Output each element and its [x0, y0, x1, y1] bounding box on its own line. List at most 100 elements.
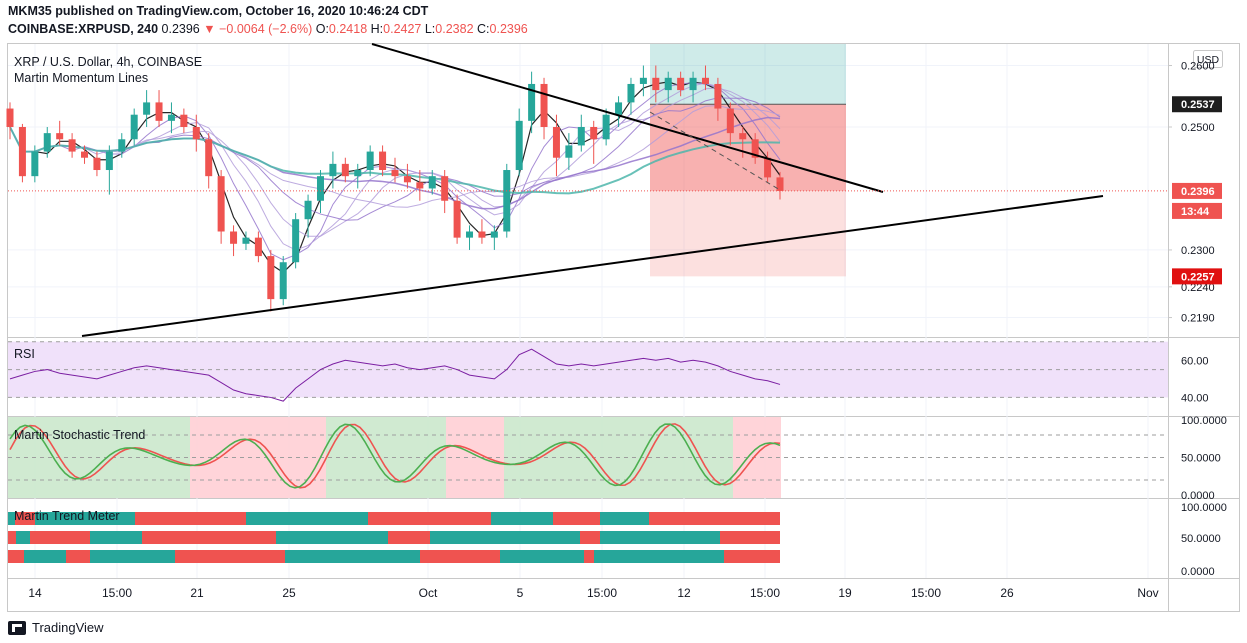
- stop-loss-zone[interactable]: [650, 104, 846, 191]
- price-label-badge: [1172, 96, 1222, 113]
- candle-body: [776, 177, 784, 191]
- candle-body: [292, 219, 300, 263]
- candle-body: [217, 176, 225, 232]
- trend-meter-segment: [266, 512, 368, 525]
- candle-body: [552, 126, 560, 158]
- trend-meter-segment: [246, 512, 266, 525]
- trend-meter-segment: [368, 512, 491, 525]
- price-label-badge: [1172, 182, 1222, 199]
- trend-meter-segment: [66, 550, 90, 563]
- candle-body: [478, 231, 486, 238]
- trend-meter-segment: [580, 531, 600, 544]
- stoch-tick-label: 50.0000: [1181, 453, 1221, 465]
- trend-meter-segment: [430, 531, 499, 544]
- rsi-axis: 60.00 40.00: [1181, 355, 1209, 404]
- chart-title: XRP / U.S. Dollar, 4h, COINBASE: [14, 55, 202, 69]
- candle-body: [540, 83, 548, 127]
- candle-body: [6, 108, 14, 127]
- symbol-text: COINBASE:XRPUSD, 240: [8, 22, 159, 36]
- candle-body: [105, 151, 113, 171]
- ascending-trendline[interactable]: [81, 195, 1104, 337]
- candle-body: [416, 182, 424, 189]
- candle-body: [739, 133, 747, 140]
- trend-meter-segment: [15, 512, 35, 525]
- candle-body: [565, 145, 573, 158]
- candle-body: [577, 126, 585, 146]
- price-label-text: 0.2537: [1181, 99, 1215, 111]
- candle-body: [143, 102, 151, 115]
- trend-meter-segment: [680, 550, 724, 563]
- take-profit-zone[interactable]: [650, 44, 846, 105]
- candle-body: [515, 120, 523, 171]
- close-label: C:: [477, 22, 490, 36]
- candle-body: [230, 231, 238, 244]
- candle-body: [18, 126, 26, 177]
- trend-meter-segment: [584, 550, 594, 563]
- trend-meter-segment: [135, 512, 246, 525]
- trend-meter-segment: [276, 531, 388, 544]
- trend-meter-tick-label: 100.0000: [1181, 502, 1227, 514]
- trend-meter-segment: [500, 550, 584, 563]
- candle-body: [205, 139, 213, 177]
- trend-meter-segment: [724, 550, 780, 563]
- trend-meter-segment: [8, 512, 15, 525]
- price-tick-label: 0.2190: [1181, 313, 1215, 325]
- trend-meter-rows: [8, 512, 780, 563]
- candle-body: [329, 163, 337, 177]
- stoch-slow-line: [9, 423, 781, 489]
- projection-line: [649, 111, 781, 191]
- candles: [6, 65, 784, 312]
- price-label-text: 0.2257: [1181, 271, 1215, 283]
- candle-body: [490, 231, 498, 238]
- candle-body: [242, 237, 250, 244]
- open-label: O:: [315, 22, 329, 36]
- trend-meter-segment: [720, 531, 780, 544]
- publisher-text: MKM35 published on TradingView.com, Octo…: [8, 4, 429, 18]
- low-value: 0.2382: [435, 22, 474, 36]
- candle-body: [118, 139, 126, 152]
- candle-body: [167, 114, 175, 121]
- candle-body: [341, 163, 349, 177]
- time-tick-label: 15:00: [750, 586, 780, 600]
- trend-meter-axis: 100.0000 50.0000 0.0000: [1181, 502, 1227, 578]
- time-tick-label: 15:00: [911, 586, 941, 600]
- candle-body: [751, 139, 759, 158]
- time-tick-label: 26: [1000, 586, 1014, 600]
- candle-body: [441, 176, 449, 201]
- trend-meter-segment: [553, 512, 600, 525]
- candle-body: [701, 77, 709, 84]
- price-tick-label: 0.2300: [1181, 245, 1215, 257]
- candle-body: [180, 114, 188, 127]
- price-change: −0.0064 (−2.6%): [219, 22, 313, 36]
- time-tick-label: Nov: [1137, 586, 1158, 600]
- trend-meter-segment: [388, 531, 430, 544]
- trend-meter-segment: [175, 550, 285, 563]
- trend-meter-segment: [420, 550, 430, 563]
- indicator-name: Martin Momentum Lines: [14, 71, 148, 85]
- price-tick-label: 0.2600: [1181, 61, 1215, 73]
- trend-meter-tick-label: 50.0000: [1181, 533, 1221, 545]
- candle-body: [93, 157, 101, 171]
- candle-body: [528, 83, 536, 121]
- time-axis[interactable]: 14 15:00 21 25 Oct 5 15:00 12 15:00 19 15:00 26 Nov: [28, 586, 1158, 600]
- symbol-line: COINBASE:XRPUSD, 240 0.2396 ▼ −0.0064 (−…: [8, 22, 528, 36]
- trend-meter-segment: [142, 531, 162, 544]
- price-label-badge: [1172, 268, 1222, 285]
- last-price: 0.2396: [161, 22, 200, 36]
- currency-button[interactable]: [1193, 50, 1223, 68]
- rsi-tick-label: 40.00: [1181, 392, 1209, 404]
- descending-trendline[interactable]: [371, 43, 884, 193]
- time-tick-label: 12: [677, 586, 691, 600]
- trend-meter-segment: [8, 531, 16, 544]
- publisher-line: MKM35 published on TradingView.com, Octo…: [8, 4, 428, 18]
- candle-body: [130, 114, 138, 140]
- trend-meter-segment: [600, 512, 649, 525]
- candle-body: [81, 151, 89, 158]
- trend-meter-segment: [285, 550, 420, 563]
- trend-meter-segment: [491, 512, 553, 525]
- chart-frame: [7, 43, 1240, 612]
- candle-body: [764, 157, 772, 178]
- candle-body: [304, 200, 312, 220]
- price-axis[interactable]: 0.2600 0.2500 0.2300 0.2240 0.2190: [1168, 61, 1215, 325]
